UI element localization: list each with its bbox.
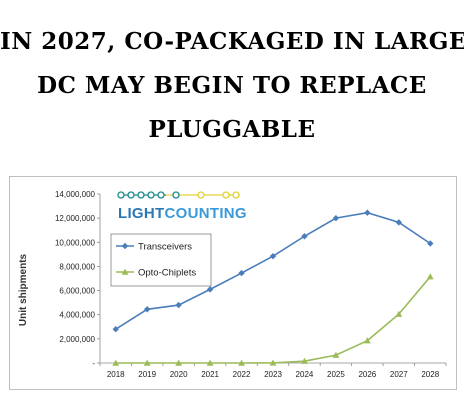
- data-point: [206, 359, 214, 366]
- logo-wordmark: LIGHTCOUNTING: [118, 205, 247, 222]
- data-point: [175, 359, 183, 366]
- logo-bead: [222, 191, 230, 199]
- logo-bead: [127, 191, 135, 199]
- logo-bead: [197, 191, 205, 199]
- logo-bead: [232, 191, 240, 199]
- y-tick-label: 14,000,000: [55, 190, 96, 199]
- logo-bead: [172, 191, 180, 199]
- data-point: [301, 357, 308, 364]
- data-point: [395, 310, 403, 317]
- series-layer: [112, 209, 434, 366]
- legend-swatch-marker: [121, 268, 129, 275]
- y-tick-label: 10,000,000: [55, 238, 96, 247]
- logo-beads: [117, 191, 240, 199]
- legend-label: Opto-Chiplets: [138, 268, 196, 279]
- headline-line-3: PLUGGABLE: [148, 116, 316, 143]
- data-point: [426, 273, 434, 280]
- data-point: [238, 359, 245, 366]
- y-tick-label: 4,000,000: [59, 311, 95, 320]
- x-tick-label: 2023: [264, 370, 282, 379]
- headline-line-1: IN 2027, CO-PACKAGED IN LARGE: [0, 28, 464, 55]
- logo-text-light: LIGHT: [118, 205, 165, 222]
- x-tick-label: 2026: [358, 370, 376, 379]
- data-point: [364, 209, 371, 216]
- headline-line-2: DC MAY BEGIN TO REPLACE: [37, 72, 427, 99]
- y-tick-label: 12,000,000: [55, 214, 96, 223]
- x-tick-label: 2027: [390, 370, 408, 379]
- data-point: [332, 351, 340, 358]
- logo-bead: [137, 191, 145, 199]
- data-point: [143, 306, 151, 313]
- x-tick-label: 2028: [421, 370, 439, 379]
- data-point: [112, 359, 120, 366]
- x-tick-label: 2022: [233, 370, 251, 379]
- legend-box: [110, 233, 212, 287]
- data-point: [206, 286, 214, 293]
- y-tick-label: 2,000,000: [59, 335, 95, 344]
- y-tick-label: 8,000,000: [59, 262, 95, 271]
- x-tick-label: 2020: [170, 370, 188, 379]
- series-opto-chiplets: [112, 273, 434, 366]
- y-axis-label: Unit shipments: [18, 253, 29, 326]
- data-point: [175, 301, 182, 309]
- x-tick-label: 2018: [107, 370, 125, 379]
- series-line: [115, 276, 431, 364]
- logo-bead: [157, 191, 165, 199]
- x-axis-ticks: 2018 2019 2020 2021 2022 2023 2024 2025 2026 2027…: [99, 363, 447, 379]
- logo-bead: [117, 191, 125, 199]
- x-tick-label: 2021: [201, 370, 219, 379]
- logo-bead: [147, 191, 155, 199]
- data-point: [269, 252, 277, 260]
- x-tick-label: 2024: [296, 370, 314, 379]
- data-point: [363, 337, 371, 344]
- data-point: [269, 359, 277, 366]
- y-tick-label: -: [92, 359, 95, 368]
- legend: Transceivers Opto-Chiplets: [110, 233, 212, 287]
- x-tick-label: 2025: [327, 370, 345, 379]
- x-tick-label: 2019: [138, 370, 156, 379]
- lightcounting-logo: LIGHTCOUNTING: [117, 191, 247, 222]
- chart-frame: LIGHTCOUNTING Unit shipments - 2,000,000 4…: [9, 176, 457, 390]
- y-tick-label: 6,000,000: [59, 287, 95, 296]
- y-axis-ticks: - 2,000,000 4,000,000 6,000,000 8,000,000 10,…: [55, 190, 100, 368]
- legend-label: Transceivers: [138, 242, 192, 253]
- line-chart: LIGHTCOUNTING Unit shipments - 2,000,000 4…: [18, 190, 447, 379]
- data-point: [332, 214, 340, 222]
- data-point: [238, 269, 245, 277]
- data-point: [143, 359, 151, 366]
- data-point: [112, 326, 119, 333]
- logo-text-counting: COUNTING: [165, 205, 247, 222]
